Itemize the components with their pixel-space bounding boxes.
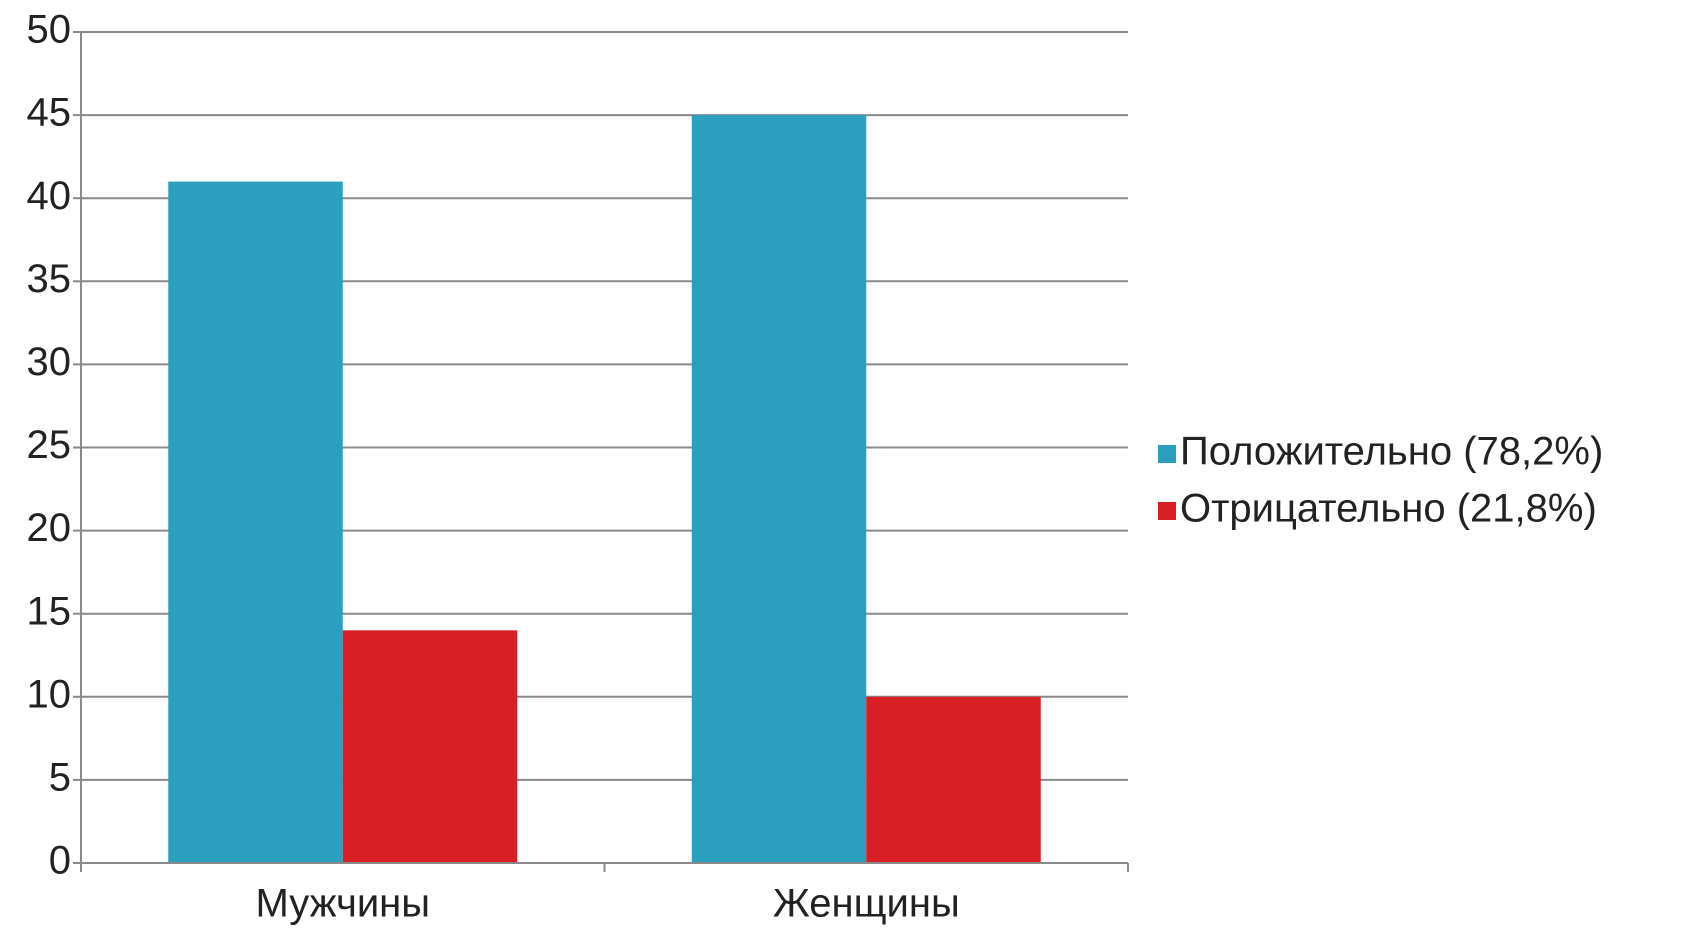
y-tick-label: 0 <box>49 839 71 883</box>
bar <box>168 181 343 863</box>
x-tick-label: Женщины <box>773 882 960 926</box>
legend-swatch <box>1158 502 1176 520</box>
x-tick-label: Мужчины <box>255 882 430 926</box>
y-tick-label: 35 <box>27 257 72 301</box>
y-tick-label: 20 <box>27 506 72 550</box>
y-tick-label: 50 <box>27 8 72 52</box>
y-tick-label: 10 <box>27 672 72 716</box>
y-tick-label: 45 <box>27 91 72 135</box>
bar <box>866 696 1041 863</box>
legend-label: Отрицательно (21,8%) <box>1180 487 1597 531</box>
legend-swatch <box>1158 445 1176 463</box>
y-tick-label: 15 <box>27 589 72 633</box>
y-tick-label: 40 <box>27 174 72 218</box>
y-tick-label: 25 <box>27 423 72 467</box>
legend-label: Положительно (78,2%) <box>1180 430 1603 474</box>
bar <box>691 115 867 864</box>
y-tick-label: 5 <box>49 755 71 799</box>
bar <box>342 630 518 863</box>
y-tick-label: 30 <box>27 340 72 384</box>
